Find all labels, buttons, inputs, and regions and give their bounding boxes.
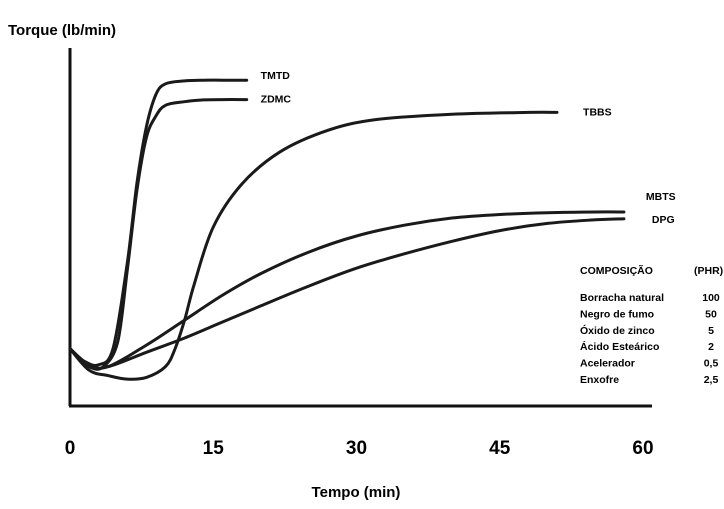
series-labels: TMTD ZDMC TBBS MBTS DPG — [261, 70, 676, 226]
composition-item-value: 2,5 — [704, 374, 719, 386]
series-line-zdmc — [68, 98, 249, 371]
composition-item-name: Borracha natural — [580, 292, 664, 304]
series-label-tmtd: TMTD — [261, 70, 291, 82]
composition-item-name: Ácido Esteárico — [580, 340, 659, 353]
composition-header-value: (PHR) — [694, 265, 723, 277]
x-tick-label: 45 — [489, 438, 511, 459]
y-axis-label: Torque (lb/min) — [8, 22, 116, 39]
composition-header-name: COMPOSIÇÃO — [580, 264, 653, 277]
x-tick-label: 60 — [632, 438, 653, 459]
composition-item-name: Enxofre — [580, 374, 619, 386]
series-label-tbbs: TBBS — [583, 106, 612, 118]
x-tick-label: 15 — [203, 438, 225, 459]
series-line-tmtd — [68, 78, 249, 367]
series-group — [68, 78, 626, 381]
x-ticks: 0 15 30 45 60 — [65, 438, 654, 459]
composition-item-value: 50 — [705, 308, 717, 320]
composition-table: COMPOSIÇÃO (PHR) Borracha natural 100 Negr… — [580, 264, 723, 386]
composition-item-name: Negro de fumo — [580, 308, 654, 320]
composition-item-value: 2 — [708, 341, 714, 353]
x-tick-label: 0 — [65, 438, 76, 459]
series-label-zdmc: ZDMC — [261, 94, 292, 106]
composition-item-name: Óxido de zinco — [580, 324, 655, 337]
x-tick-label: 30 — [346, 438, 367, 459]
x-axis-label: Tempo (min) — [312, 484, 401, 501]
composition-item-value: 5 — [708, 325, 714, 337]
composition-item-name: Acelerador — [580, 358, 635, 370]
series-label-mbts: MBTS — [646, 191, 676, 203]
series-line-mbts — [68, 210, 626, 370]
series-label-dpg: DPG — [652, 214, 675, 226]
series-line-tbbs — [68, 110, 559, 381]
composition-item-value: 100 — [702, 292, 720, 304]
composition-item-value: 0,5 — [704, 358, 719, 370]
series-line-dpg — [68, 217, 626, 371]
